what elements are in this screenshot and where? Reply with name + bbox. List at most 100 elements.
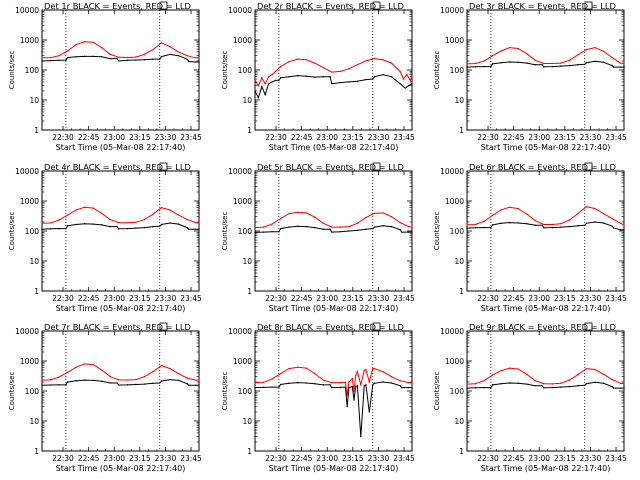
data-point-lld — [585, 48, 588, 51]
data-point-lld — [261, 77, 263, 79]
y-tick-label: 1000 — [445, 357, 464, 366]
data-point-lld — [354, 374, 357, 377]
data-point-events — [541, 64, 543, 66]
x-tick-label: 23:00 — [103, 133, 125, 142]
data-point-lld — [331, 381, 333, 384]
data-point-lld — [135, 56, 137, 58]
data-point-lld — [390, 62, 393, 64]
y-axis-label: Counts/sec — [8, 372, 16, 411]
y-tick-label: 1 — [247, 126, 252, 135]
data-point-lld — [49, 222, 52, 224]
y-tick-label: 100 — [238, 227, 253, 236]
data-point-lld — [101, 369, 103, 371]
data-point-lld — [348, 381, 350, 383]
data-point-events — [188, 60, 190, 63]
data-point-lld — [373, 212, 376, 214]
data-point-events — [365, 228, 367, 230]
data-point-events — [41, 228, 43, 230]
x-tick-label: 22:30 — [477, 133, 499, 142]
y-axis-label: Counts/sec — [433, 51, 441, 90]
data-point-events — [194, 228, 197, 230]
data-point-events — [365, 78, 367, 81]
data-point-lld — [483, 220, 485, 223]
data-point-lld — [109, 375, 111, 378]
data-point-lld — [411, 381, 413, 384]
data-point-events — [594, 60, 596, 62]
marker-box — [584, 1, 593, 10]
data-point-events — [49, 59, 52, 62]
data-point-lld — [619, 222, 622, 225]
y-tick-label: 100 — [25, 387, 40, 396]
y-axis-label: Counts/sec — [8, 51, 16, 90]
data-point-lld — [351, 377, 353, 380]
data-point-events — [356, 229, 359, 232]
data-point-events — [314, 226, 316, 229]
data-point-lld — [373, 367, 376, 370]
data-point-lld — [118, 379, 120, 381]
data-point-events — [401, 231, 403, 233]
panel-2: Det 2r BLACK = Events, RED = LLD 1 10 100 10… — [221, 1, 415, 152]
data-point-lld — [491, 374, 494, 376]
y-tick-label: 100 — [450, 227, 465, 236]
data-point-events — [66, 56, 69, 59]
data-point-events — [483, 65, 485, 68]
data-point-events — [474, 66, 477, 68]
data-point-events — [279, 383, 282, 386]
data-point-events — [508, 382, 511, 384]
y-tick-label: 1 — [247, 287, 252, 296]
data-point-lld — [177, 214, 180, 216]
data-point-events — [329, 228, 331, 230]
data-point-lld — [365, 60, 367, 62]
data-point-events — [296, 74, 299, 77]
data-point-lld — [135, 378, 137, 381]
data-point-lld — [322, 379, 324, 381]
panel-title: Det 1r BLACK = Events, RED = LLD — [44, 1, 191, 11]
data-point-lld — [577, 54, 579, 56]
y-tick-label: 1 — [247, 447, 252, 456]
data-point-lld — [41, 57, 43, 59]
data-point-events — [116, 382, 118, 384]
data-point-lld — [41, 379, 43, 381]
y-tick-label: 10000 — [15, 327, 39, 336]
data-point-lld — [466, 63, 468, 65]
data-point-lld — [314, 216, 316, 218]
data-point-events — [373, 382, 376, 385]
series-line-lld — [466, 367, 625, 385]
panel-8: Det 8r BLACK = Events, RED = LLD 1 10 100 10… — [221, 322, 415, 473]
data-point-lld — [491, 54, 494, 57]
x-axis-label: Start Time (05-Mar-08 22:17:40) — [56, 464, 186, 473]
data-point-events — [551, 65, 554, 68]
data-point-events — [585, 62, 588, 64]
data-point-lld — [382, 212, 384, 214]
data-point-lld — [331, 226, 333, 228]
panel-title: Det 9r BLACK = Events, RED = LLD — [469, 322, 616, 332]
data-point-events — [65, 384, 67, 386]
data-point-lld — [474, 62, 477, 65]
data-point-lld — [257, 84, 260, 87]
data-point-events — [58, 227, 60, 230]
data-point-events — [186, 226, 188, 229]
data-point-events — [390, 75, 393, 78]
x-axis-label: Start Time (05-Mar-08 22:17:40) — [481, 304, 611, 313]
data-point-lld — [254, 226, 256, 229]
x-tick-label: 22:45 — [78, 133, 100, 142]
data-point-lld — [92, 363, 94, 366]
data-point-events — [75, 56, 77, 58]
data-point-events — [194, 384, 197, 386]
data-point-events — [483, 386, 485, 389]
y-tick-label: 1000 — [20, 36, 39, 45]
data-point-events — [483, 226, 485, 229]
data-point-events — [160, 55, 163, 58]
x-tick-label: 23:30 — [580, 133, 602, 142]
panel-title: Det 3r BLACK = Events, RED = LLD — [469, 1, 616, 11]
x-tick-label: 23:45 — [605, 294, 627, 303]
data-point-events — [66, 225, 69, 227]
data-point-events — [411, 231, 413, 233]
data-point-events — [274, 79, 277, 82]
data-point-lld — [611, 378, 613, 381]
data-point-events — [577, 385, 579, 387]
data-point-lld — [483, 380, 485, 382]
data-point-lld — [500, 369, 502, 372]
data-point-lld — [411, 226, 413, 228]
data-point-events — [41, 384, 43, 386]
